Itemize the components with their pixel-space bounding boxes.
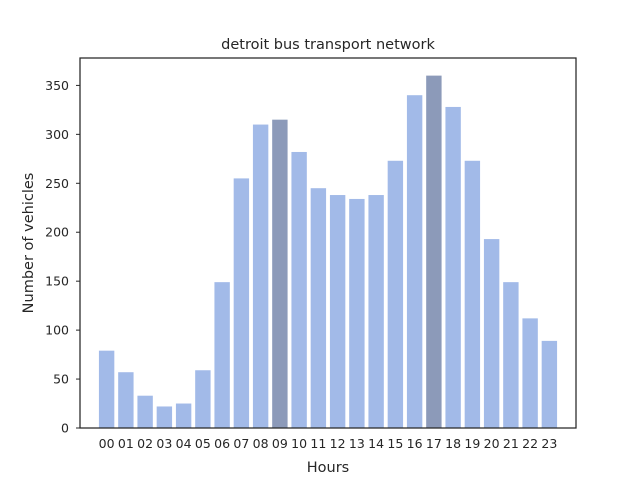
bar-13 [349,198,365,428]
bar-19 [464,160,481,428]
x-tick-label-08: 08 [253,436,269,451]
bar-22 [522,318,538,428]
bar-17 [426,75,442,429]
x-tick-label-05: 05 [195,436,211,451]
x-tick-label-13: 13 [349,436,365,451]
bar-11 [310,188,327,428]
bar-14 [368,195,384,428]
x-tick-label-19: 19 [464,436,480,451]
x-tick-label-10: 10 [291,436,307,451]
bar-03 [156,406,173,428]
x-tick-label-04: 04 [176,436,192,451]
bar-10 [291,151,307,428]
bar-23 [541,340,558,428]
y-tick-label-100: 100 [45,323,69,338]
x-tick-label-15: 15 [387,436,403,451]
bar-06 [214,282,230,428]
bar-04 [175,403,192,428]
y-tick-label-250: 250 [45,176,69,191]
x-tick-label-01: 01 [118,436,134,451]
x-tick-label-23: 23 [541,436,557,451]
x-tick-label-16: 16 [407,436,423,451]
x-tick-label-00: 00 [99,436,115,451]
bar-00 [98,350,115,428]
bar-18 [445,106,461,428]
plot-frame [79,57,577,429]
x-tick-label-22: 22 [522,436,538,451]
y-tick-label-350: 350 [45,78,69,93]
bar-09 [272,119,288,429]
x-tick-label-02: 02 [137,436,153,451]
y-tick-label-50: 50 [53,372,69,387]
x-tick-label-11: 11 [310,436,326,451]
x-tick-label-21: 21 [503,436,519,451]
x-tick-label-03: 03 [156,436,172,451]
x-tick-label-06: 06 [214,436,230,451]
bar-01 [118,372,134,428]
y-tick-label-300: 300 [45,127,69,142]
bar-20 [483,239,500,428]
y-tick-label-150: 150 [45,274,69,289]
x-tick-label-07: 07 [233,436,249,451]
x-ticks-group: 00 01 02 03 04 05 06 07 08 09 10 11 12 13 14 15 16 17 18 19… [99,436,558,451]
bar-12 [329,195,346,428]
y-axis-label: Number of vehicles [21,173,37,314]
y-tick-label-200: 200 [45,225,69,240]
x-tick-label-17: 17 [426,436,442,451]
x-tick-label-12: 12 [330,436,346,451]
bar-05 [195,370,211,428]
x-axis-label: Hours [307,460,349,476]
x-tick-label-18: 18 [445,436,461,451]
bars-group [98,75,558,429]
bar-02 [137,395,153,428]
x-tick-label-09: 09 [272,436,288,451]
y-tick-label-0: 0 [61,421,69,436]
x-tick-label-20: 20 [484,436,500,451]
bar-15 [387,160,404,428]
x-tick-label-14: 14 [368,436,384,451]
y-ticks-group: 0 50 100 150 200 250 300 350 [45,78,80,436]
bar-07 [233,178,250,428]
chart-title: detroit bus transport network [221,37,435,53]
bar-16 [406,95,423,428]
bar-08 [252,124,269,428]
bar-21 [503,282,519,428]
